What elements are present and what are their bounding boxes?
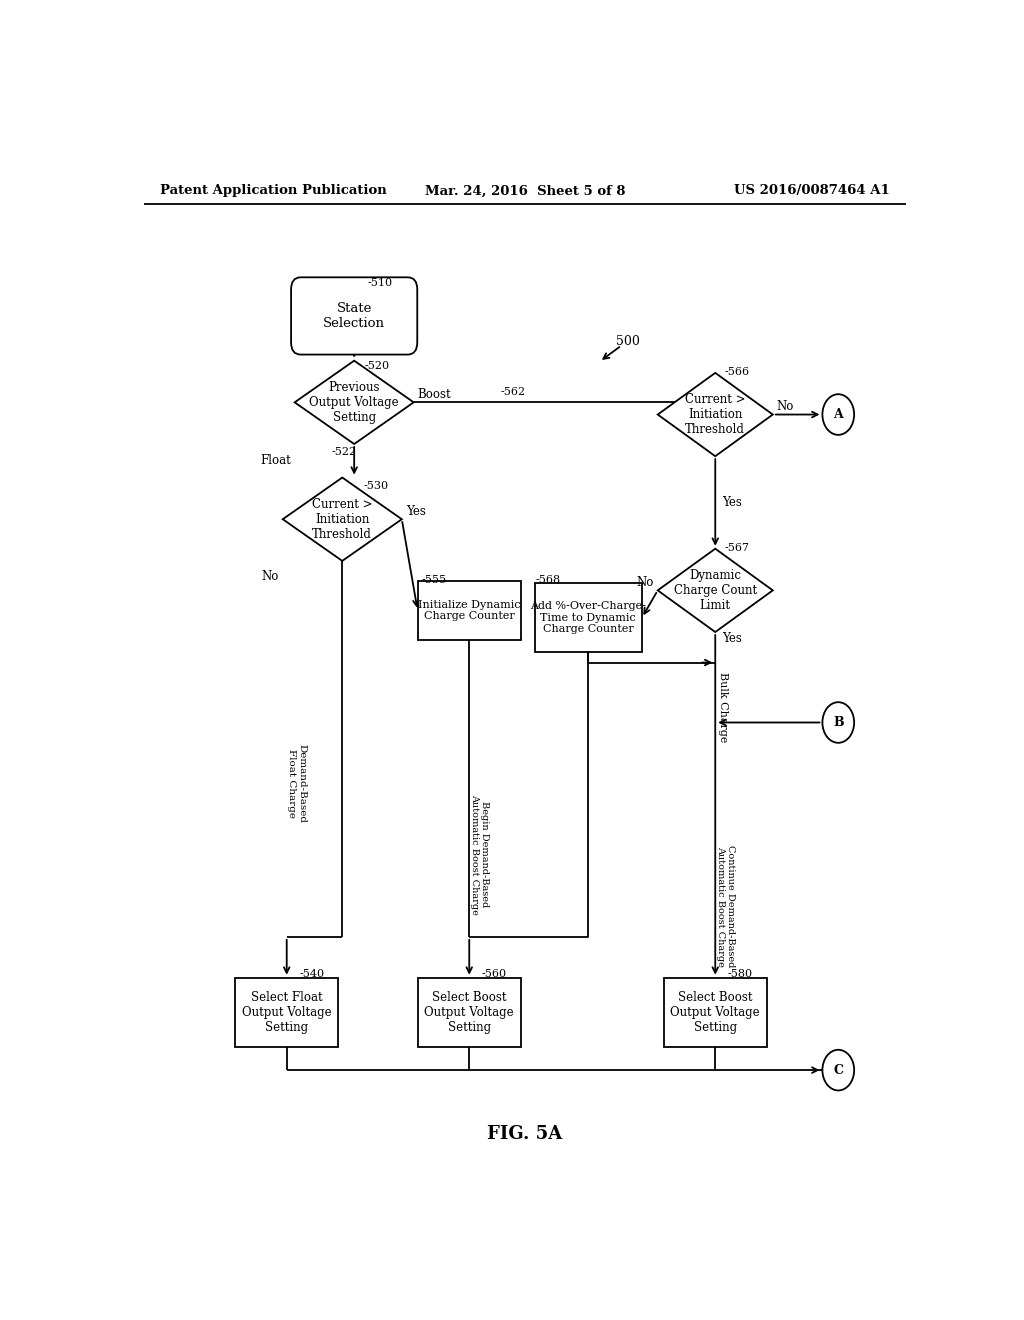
Bar xyxy=(418,978,521,1047)
Polygon shape xyxy=(657,549,773,632)
Text: -567: -567 xyxy=(725,543,750,553)
Text: No: No xyxy=(636,576,653,589)
Text: C: C xyxy=(834,1064,844,1077)
Text: Current >
Initiation
Threshold: Current > Initiation Threshold xyxy=(312,498,373,541)
Text: Yes: Yes xyxy=(722,496,741,510)
Text: -580: -580 xyxy=(728,969,753,978)
Text: -566: -566 xyxy=(725,367,750,376)
Text: Initialize Dynamic
Charge Counter: Initialize Dynamic Charge Counter xyxy=(418,599,520,622)
Text: Select Boost
Output Voltage
Setting: Select Boost Output Voltage Setting xyxy=(671,991,760,1034)
Text: -540: -540 xyxy=(299,969,325,978)
Text: Add %-Over-Charge-
Time to Dynamic
Charge Counter: Add %-Over-Charge- Time to Dynamic Charg… xyxy=(530,601,646,635)
Text: No: No xyxy=(777,400,795,413)
Text: Patent Application Publication: Patent Application Publication xyxy=(160,185,386,198)
Text: -555: -555 xyxy=(422,576,446,585)
Text: -568: -568 xyxy=(536,576,561,585)
Text: US 2016/0087464 A1: US 2016/0087464 A1 xyxy=(734,185,890,198)
Polygon shape xyxy=(295,360,414,444)
Text: State
Selection: State Selection xyxy=(324,302,385,330)
Text: No: No xyxy=(261,570,279,582)
Text: Boost: Boost xyxy=(418,388,452,401)
Circle shape xyxy=(822,395,854,434)
Text: Bulk Charge: Bulk Charge xyxy=(718,672,728,743)
Text: Yes: Yes xyxy=(406,504,426,517)
Text: -560: -560 xyxy=(482,969,507,978)
Circle shape xyxy=(822,1049,854,1090)
Circle shape xyxy=(822,702,854,743)
Polygon shape xyxy=(283,478,401,561)
FancyBboxPatch shape xyxy=(291,277,417,355)
Text: Mar. 24, 2016  Sheet 5 of 8: Mar. 24, 2016 Sheet 5 of 8 xyxy=(425,185,625,198)
Text: FIG. 5A: FIG. 5A xyxy=(487,1125,562,1143)
Bar xyxy=(236,978,338,1047)
Text: Float: Float xyxy=(260,454,291,467)
Text: -530: -530 xyxy=(364,480,389,491)
Text: Demand-Based
Float Charge: Demand-Based Float Charge xyxy=(288,744,307,822)
Text: Continue Demand-Based
Automatic Boost Charge: Continue Demand-Based Automatic Boost Ch… xyxy=(716,845,735,968)
Text: -562: -562 xyxy=(501,387,526,397)
Text: 500: 500 xyxy=(616,335,640,348)
Text: Yes: Yes xyxy=(722,632,741,644)
Text: Dynamic
Charge Count
Limit: Dynamic Charge Count Limit xyxy=(674,569,757,612)
Text: Previous
Output Voltage
Setting: Previous Output Voltage Setting xyxy=(309,381,399,424)
Text: Select Boost
Output Voltage
Setting: Select Boost Output Voltage Setting xyxy=(424,991,514,1034)
Text: B: B xyxy=(833,715,844,729)
Polygon shape xyxy=(657,372,773,457)
Bar xyxy=(418,581,521,640)
Text: Select Float
Output Voltage
Setting: Select Float Output Voltage Setting xyxy=(242,991,332,1034)
Text: -520: -520 xyxy=(365,360,389,371)
Text: Current >
Initiation
Threshold: Current > Initiation Threshold xyxy=(685,393,745,436)
Bar xyxy=(664,978,767,1047)
Text: -522: -522 xyxy=(332,447,357,457)
Text: -510: -510 xyxy=(368,279,393,288)
Text: A: A xyxy=(834,408,843,421)
Text: Begin Demand-Based
Automatic Boost Charge: Begin Demand-Based Automatic Boost Charg… xyxy=(470,793,489,915)
Bar xyxy=(535,583,642,652)
